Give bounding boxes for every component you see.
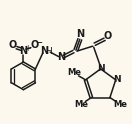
Text: O: O	[8, 40, 17, 50]
Text: O: O	[103, 31, 112, 41]
Text: −: −	[35, 38, 42, 47]
Text: +: +	[24, 44, 30, 53]
Text: N: N	[40, 46, 48, 56]
Text: N: N	[19, 46, 27, 56]
Text: N: N	[97, 64, 104, 73]
Text: O: O	[30, 40, 38, 50]
Text: N: N	[57, 52, 65, 62]
Text: N: N	[113, 75, 121, 84]
Text: Me: Me	[113, 100, 127, 109]
Text: Me: Me	[68, 68, 82, 77]
Text: N: N	[76, 29, 84, 39]
Text: Me: Me	[74, 100, 88, 109]
Text: H: H	[45, 47, 52, 56]
